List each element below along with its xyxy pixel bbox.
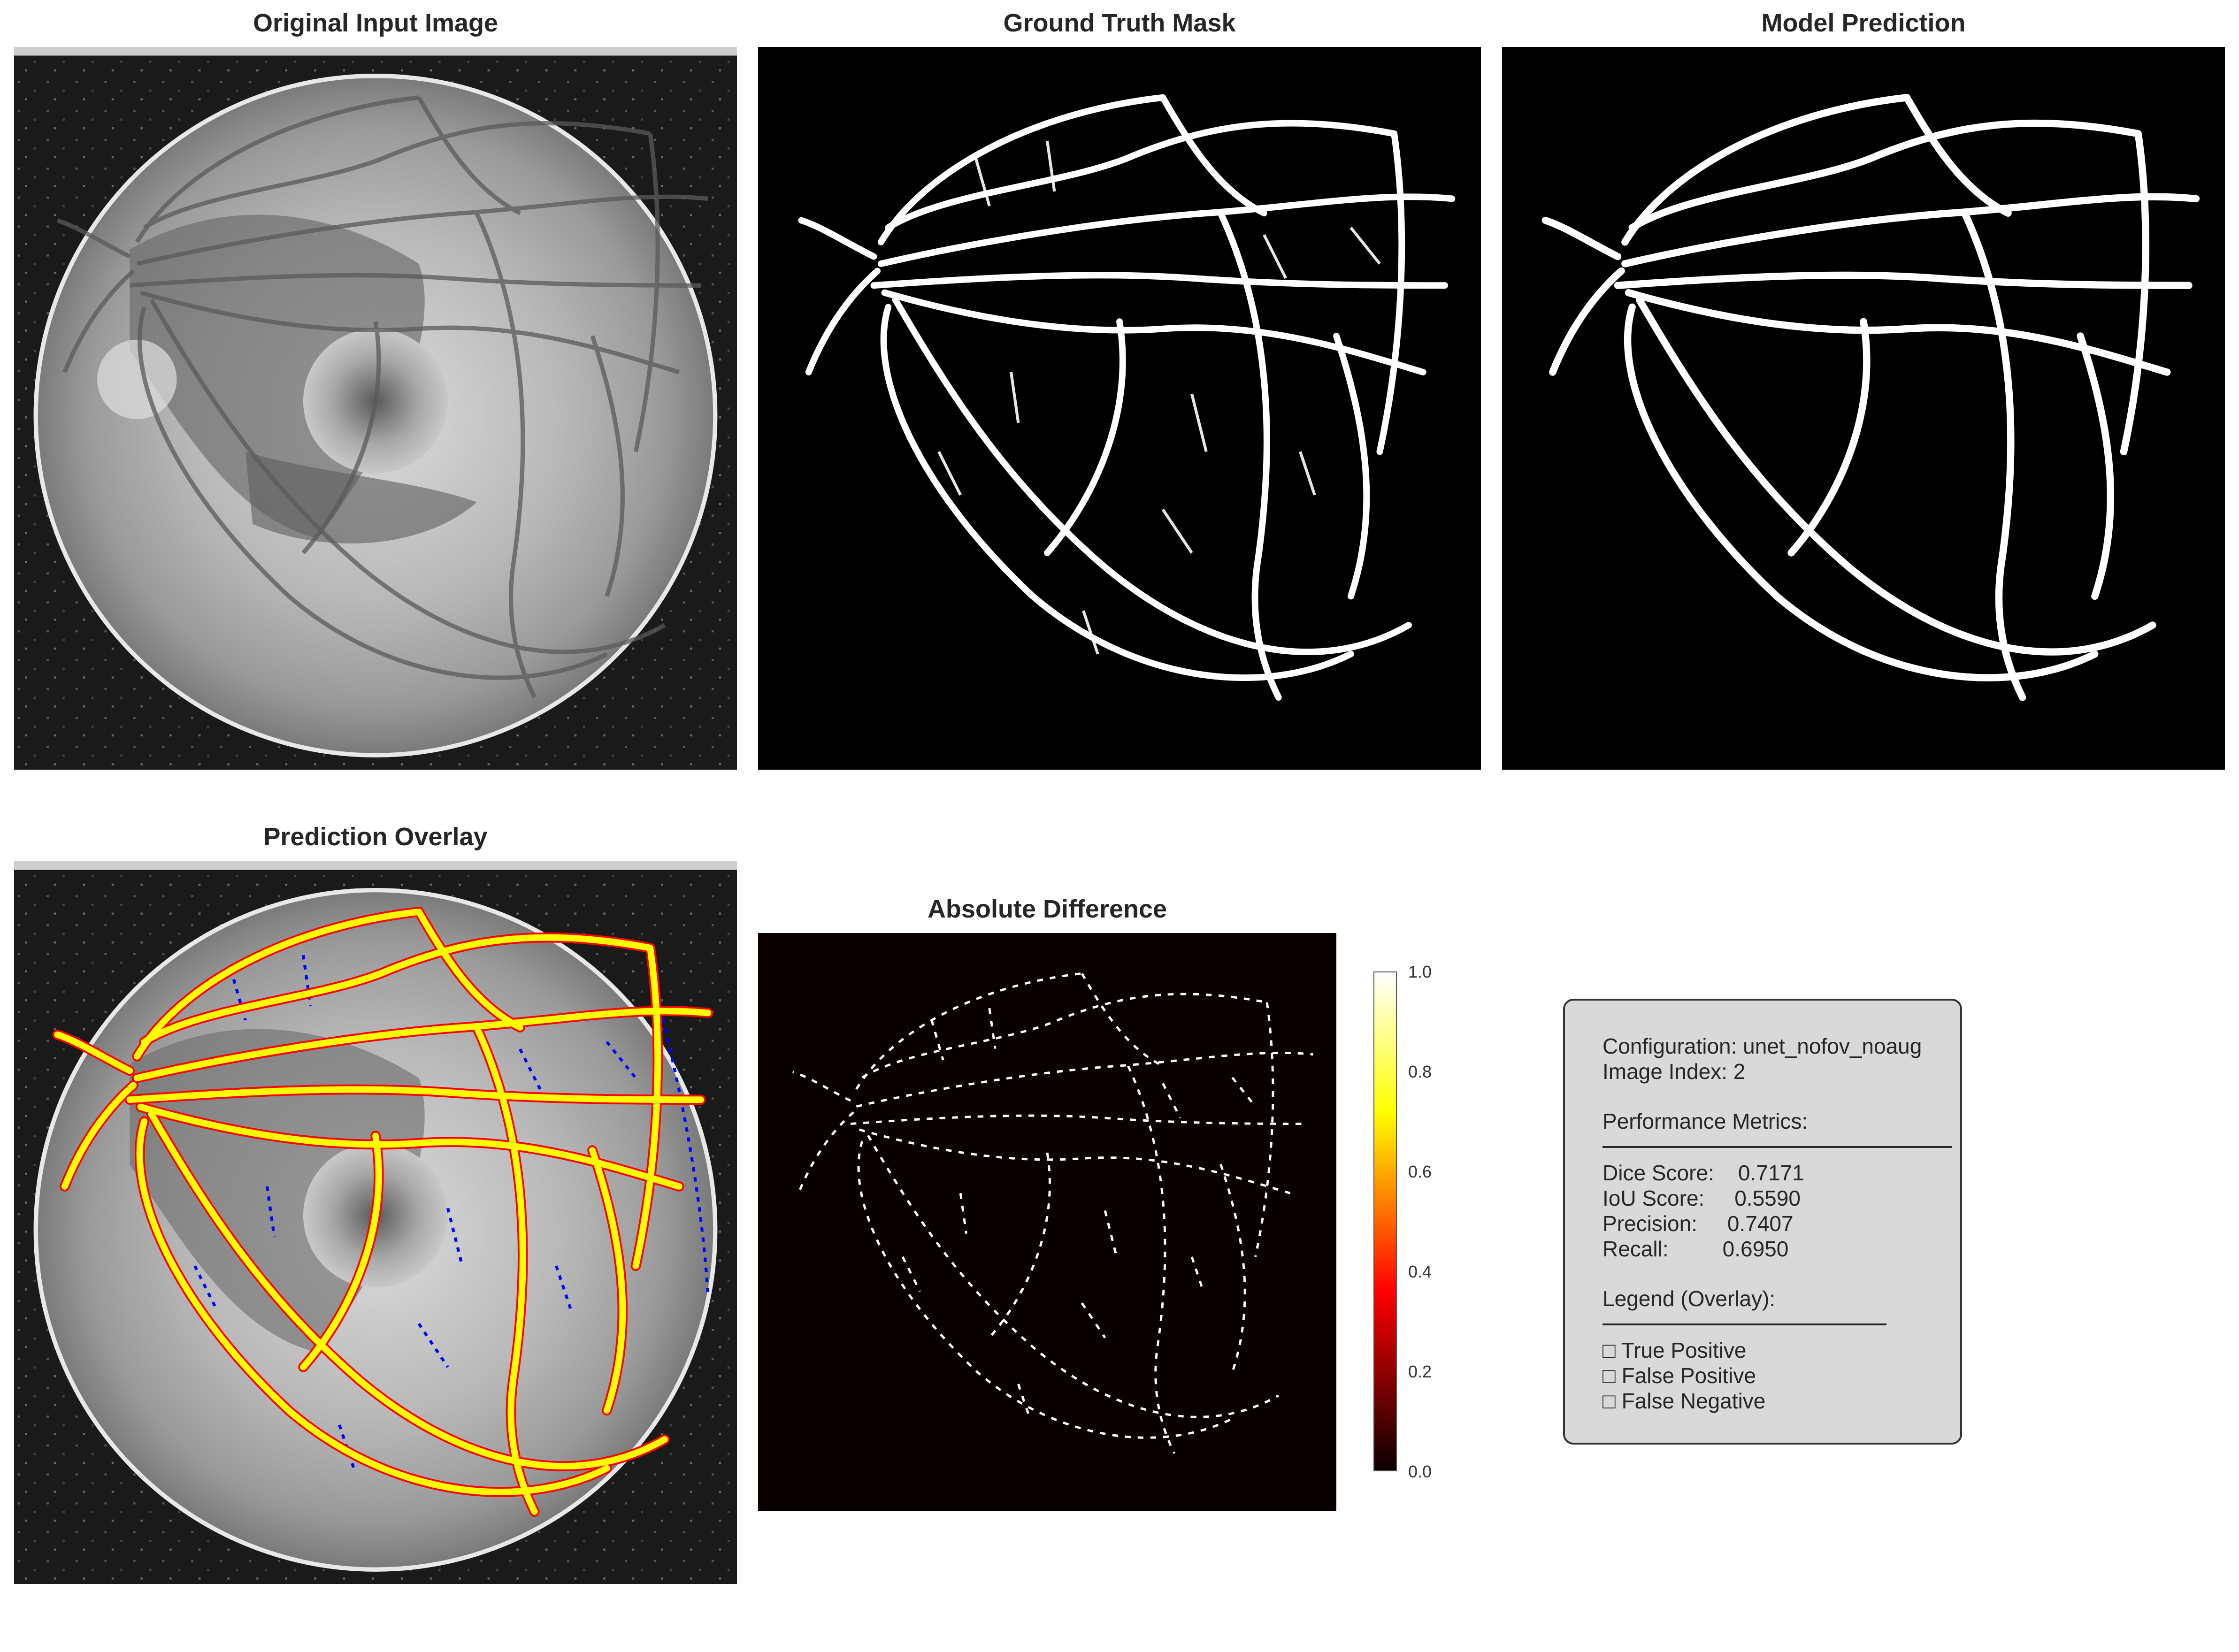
colorbar-tick-label: 0.4 (1408, 1262, 1432, 1281)
image-index-text: Image Index: 2 (1603, 1059, 1746, 1084)
iou-score-text: IoU Score: 0.5590 (1603, 1186, 1801, 1210)
recall-text: Recall: 0.6950 (1603, 1237, 1789, 1261)
precision-text: Precision: 0.7407 (1603, 1211, 1794, 1236)
prediction-title: Model Prediction (1761, 9, 1966, 37)
metrics-info-box: Configuration: unet_nofov_noaug Image In… (1563, 999, 1962, 1445)
dice-score-text: Dice Score: 0.7171 (1603, 1161, 1804, 1185)
legend-true-positive: □ True Positive (1603, 1338, 1747, 1362)
overlay-title: Prediction Overlay (263, 823, 488, 851)
legend-false-negative: □ False Negative (1603, 1389, 1766, 1413)
colorbar (1373, 971, 1397, 1471)
colorbar-tick-label: 0.0 (1408, 1462, 1432, 1481)
metrics-heading: Performance Metrics: (1603, 1109, 1808, 1133)
colorbar-tick-label: 0.8 (1408, 1062, 1432, 1081)
model-prediction (1502, 47, 2225, 770)
legend-divider (1603, 1323, 1886, 1325)
legend-heading: Legend (Overlay): (1603, 1286, 1776, 1311)
ground-truth-title: Ground Truth Mask (1003, 9, 1236, 37)
ground-truth-mask (758, 47, 1481, 770)
metrics-divider (1603, 1146, 1952, 1148)
legend-false-positive: □ False Positive (1603, 1363, 1756, 1388)
prediction-overlay (14, 861, 737, 1584)
original-image-title: Original Input Image (253, 9, 498, 37)
colorbar-tick-label: 0.6 (1408, 1162, 1432, 1181)
colorbar-tick-label: 0.2 (1408, 1362, 1432, 1381)
original-input-image (14, 47, 737, 770)
configuration-text: Configuration: unet_nofov_noaug (1603, 1034, 1922, 1058)
absolute-difference-map (758, 933, 1336, 1511)
colorbar-tick-label: 1.0 (1408, 962, 1432, 981)
difference-title: Absolute Difference (927, 895, 1167, 923)
